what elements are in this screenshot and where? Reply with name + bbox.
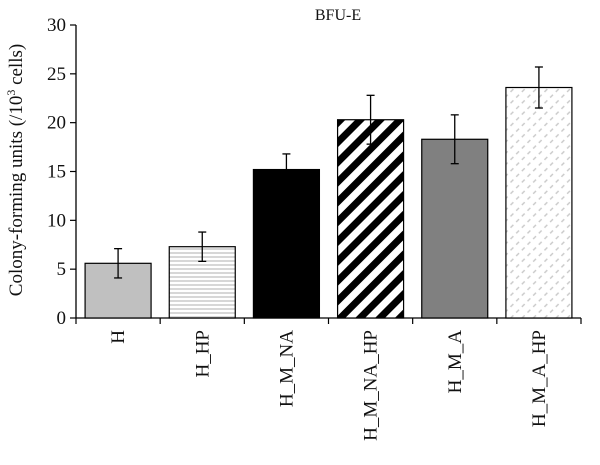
y-tick-label: 30: [47, 15, 66, 36]
y-tick-label: 25: [47, 64, 66, 85]
y-tick-label: 15: [47, 162, 66, 183]
y-tick-label: 0: [57, 308, 67, 329]
plot-area: 0 5 10 15 20 25 30 H H_HP H_M_NA H_M_NA_HP H_M_A H_M…: [47, 15, 582, 441]
y-tick-label: 10: [47, 210, 66, 231]
bar: [505, 86, 573, 319]
bar: [252, 168, 321, 319]
chart-title: BFU-E: [315, 7, 361, 24]
y-tick-label: 20: [47, 113, 66, 134]
y-axis-label: Colony-forming units (/103 cells): [4, 44, 27, 296]
y-tick-label: 5: [57, 259, 67, 280]
x-tick-label: H: [108, 330, 129, 344]
bar: [421, 138, 489, 319]
x-tick-label: H_M_A: [445, 330, 466, 394]
x-tick-label: H_M_A_HP: [529, 330, 550, 427]
x-tick-label: H_M_NA: [276, 330, 297, 407]
x-tick-label: H_M_NA_HP: [361, 330, 382, 441]
x-tick-label: H_HP: [192, 330, 213, 378]
y-axis-label-superscript: 3: [4, 90, 18, 96]
bar: [336, 119, 405, 319]
